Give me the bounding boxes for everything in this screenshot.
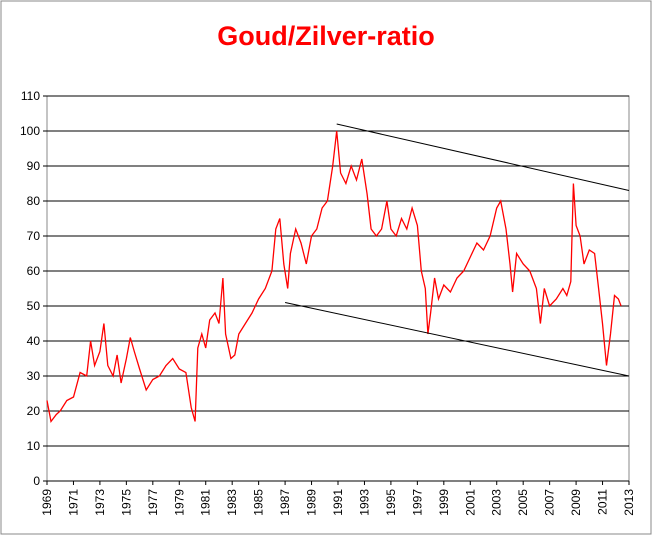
x-tick-label: 2009 [569,489,583,516]
x-tick-label: 1971 [66,489,80,516]
x-tick-label: 1973 [93,489,107,516]
y-tick-label: 100 [20,124,40,138]
y-tick-label: 90 [27,159,41,173]
x-tick-label: 1975 [119,489,133,516]
x-tick-label: 1997 [410,489,424,516]
trend-line [336,123,630,191]
y-tick-label: 10 [27,439,41,453]
x-tick-label: 1993 [357,489,371,516]
y-tick-label: 40 [27,334,41,348]
x-tick-label: 1981 [199,489,213,516]
x-tick-label: 2013 [622,489,636,516]
x-tick-label: 1995 [384,489,398,516]
x-tick-label: 2001 [463,489,477,516]
x-tick-label: 2003 [490,489,504,516]
y-tick-label: 0 [33,474,40,488]
y-tick-label: 20 [27,404,41,418]
trend-line [284,302,630,377]
y-tick-label: 60 [27,264,41,278]
x-tick-label: 1983 [225,489,239,516]
x-tick-label: 1991 [331,489,345,516]
x-tick-label: 2011 [596,489,610,515]
y-tick-label: 30 [27,369,41,383]
x-tick-label: 1977 [146,489,160,516]
data-line [46,130,622,424]
y-tick-label: 50 [27,299,41,313]
x-tick-label: 1987 [278,489,292,516]
y-tick-label: 70 [27,229,41,243]
y-tick-label: 110 [21,89,40,103]
x-tick-label: 1989 [305,489,319,516]
x-tick-label: 2007 [543,489,557,516]
x-tick-label: 1985 [252,489,266,516]
chart-title: Goud/Zilver-ratio [217,21,435,51]
x-tick-label: 1999 [437,489,451,516]
x-tick-label: 2005 [516,489,530,516]
x-tick-label: 1979 [172,489,186,516]
x-tick-label: 1969 [40,489,54,516]
y-tick-label: 80 [27,194,41,208]
